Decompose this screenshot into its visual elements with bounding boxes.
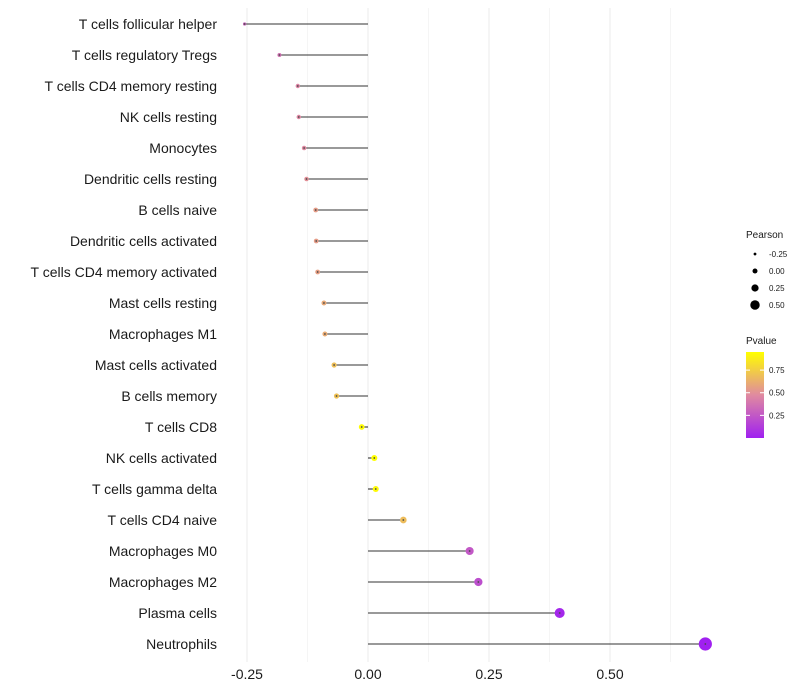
- y-axis-label: Dendritic cells activated: [70, 233, 217, 249]
- pearson-legend-key: [752, 268, 758, 274]
- lollipop-center: [324, 333, 326, 335]
- lollipop-center: [468, 550, 471, 552]
- lollipop-center: [323, 302, 325, 304]
- lollipop-center: [704, 643, 707, 645]
- pvalue-legend-title: Pvalue: [746, 336, 777, 347]
- pearson-legend-label: 0.50: [769, 301, 785, 310]
- y-axis-label: Macrophages M0: [109, 543, 217, 559]
- pearson-legend-label: -0.25: [769, 250, 788, 259]
- pearson-legend-key: [753, 252, 757, 256]
- pearson-legend-label: 0.00: [769, 267, 785, 276]
- x-axis-ticks: -0.25 0.00 0.25 0.50: [231, 666, 624, 682]
- lollipop-center: [335, 395, 338, 397]
- pearson-legend-key: [750, 300, 760, 310]
- lollipop-center: [374, 488, 377, 490]
- lollipop-center: [558, 612, 561, 614]
- lollipop-center: [373, 457, 376, 459]
- lollipop-center: [360, 426, 363, 428]
- pearson-legend-label: 0.25: [769, 284, 785, 293]
- pvalue-colorbar: [746, 352, 764, 438]
- lollipop-center: [243, 23, 246, 25]
- x-tick-label: 0.00: [354, 666, 381, 682]
- y-axis-label: Dendritic cells resting: [84, 171, 217, 187]
- y-axis-label: B cells naive: [138, 202, 217, 218]
- lollipop-center: [305, 178, 308, 180]
- y-axis-label: Neutrophils: [146, 636, 217, 652]
- y-axis-label: T cells gamma delta: [92, 481, 217, 497]
- pvalue-color-legend: Pvalue 0.25 0.50 0.75: [746, 336, 785, 438]
- y-axis-label: T cells CD8: [145, 419, 217, 435]
- lollipop-center: [314, 209, 317, 211]
- y-axis-label: Plasma cells: [138, 605, 217, 621]
- y-axis-label: Monocytes: [149, 140, 217, 156]
- y-axis-label: Mast cells activated: [95, 357, 217, 373]
- lollipop-center: [296, 85, 299, 87]
- x-tick-label: 0.25: [475, 666, 502, 682]
- pvalue-legend-label: 0.75: [769, 366, 785, 375]
- x-tick-label: 0.50: [596, 666, 623, 682]
- y-axis-label: Macrophages M1: [109, 326, 217, 342]
- y-axis-label: T cells follicular helper: [79, 16, 218, 32]
- y-axis-label: T cells CD4 memory resting: [45, 78, 217, 94]
- y-axis-label: T cells CD4 memory activated: [31, 264, 217, 280]
- pearson-size-legend: Pearson -0.25 0.00 0.25 0.50: [746, 230, 788, 310]
- y-axis-label: T cells CD4 naive: [108, 512, 218, 528]
- y-axis-label: NK cells resting: [120, 109, 217, 125]
- y-axis-label: T cells regulatory Tregs: [72, 47, 217, 63]
- lollipop-center: [278, 54, 281, 56]
- y-axis-labels: T cells follicular helper T cells regulat…: [31, 16, 218, 652]
- y-axis-label: Macrophages M2: [109, 574, 217, 590]
- lollipop-center: [316, 271, 319, 273]
- y-axis-label: B cells memory: [121, 388, 217, 404]
- chart-marks: [242, 22, 712, 651]
- pearson-legend-title: Pearson: [746, 230, 783, 241]
- lollipop-center: [303, 147, 306, 149]
- pvalue-legend-label: 0.50: [769, 389, 785, 398]
- grid-lines: [246, 8, 671, 662]
- x-tick-label: -0.25: [231, 666, 263, 682]
- lollipop-center: [315, 240, 318, 242]
- pvalue-legend-label: 0.25: [769, 411, 785, 420]
- lollipop-center: [333, 364, 336, 366]
- lollipop-center: [477, 581, 480, 583]
- pearson-legend-key: [751, 284, 759, 292]
- y-axis-label: Mast cells resting: [109, 295, 217, 311]
- lollipop-center: [402, 519, 405, 521]
- lollipop-center: [297, 116, 300, 118]
- y-axis-label: NK cells activated: [106, 450, 217, 466]
